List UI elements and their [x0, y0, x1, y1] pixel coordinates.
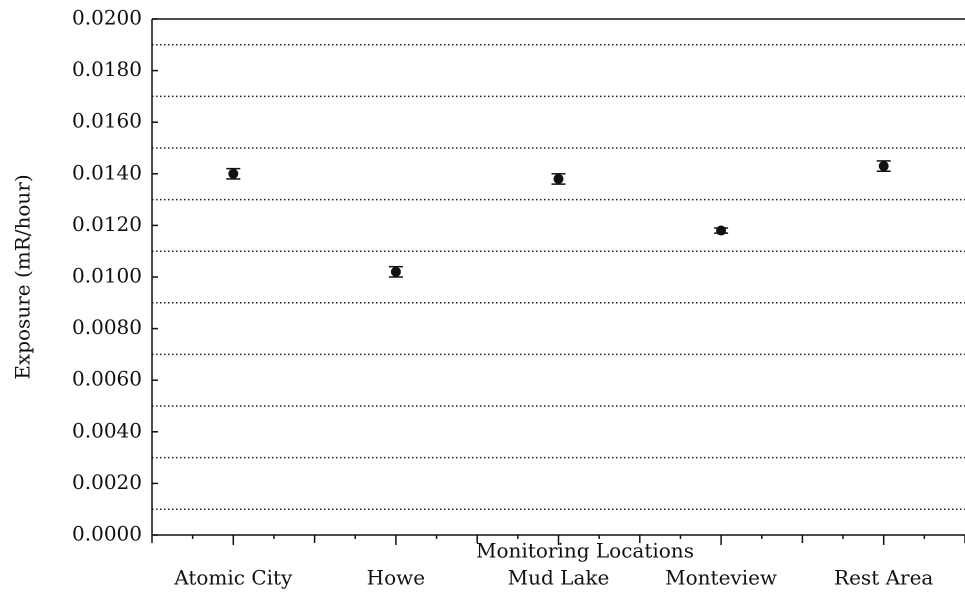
y-tick-label: 0.0020	[72, 470, 142, 494]
x-tick-label: Howe	[367, 566, 425, 590]
y-tick-label: 0.0160	[72, 109, 142, 133]
y-tick-label: 0.0100	[72, 264, 142, 288]
x-tick-label: Monteview	[665, 566, 777, 590]
point	[390, 266, 401, 277]
x-tick-label: Mud Lake	[508, 566, 610, 590]
y-tick-label: 0.0000	[72, 522, 142, 546]
point	[228, 168, 239, 179]
y-tick-label: 0.0200	[72, 6, 142, 30]
x-tick-label: Atomic City	[173, 566, 293, 590]
y-axis-label: Exposure (mR/hour)	[11, 174, 35, 379]
y-tick-label: 0.0060	[72, 367, 142, 391]
point	[716, 225, 727, 236]
y-tick-label: 0.0140	[72, 160, 142, 184]
y-tick-label: 0.0120	[72, 212, 142, 236]
point	[878, 161, 889, 172]
x-tick-label: Rest Area	[834, 566, 933, 590]
x-axis-label: Monitoring Locations	[476, 539, 694, 563]
y-tick-label: 0.0180	[72, 57, 142, 81]
y-tick-label: 0.0080	[72, 315, 142, 339]
y-tick-label: 0.0040	[72, 418, 142, 442]
point	[553, 173, 564, 184]
